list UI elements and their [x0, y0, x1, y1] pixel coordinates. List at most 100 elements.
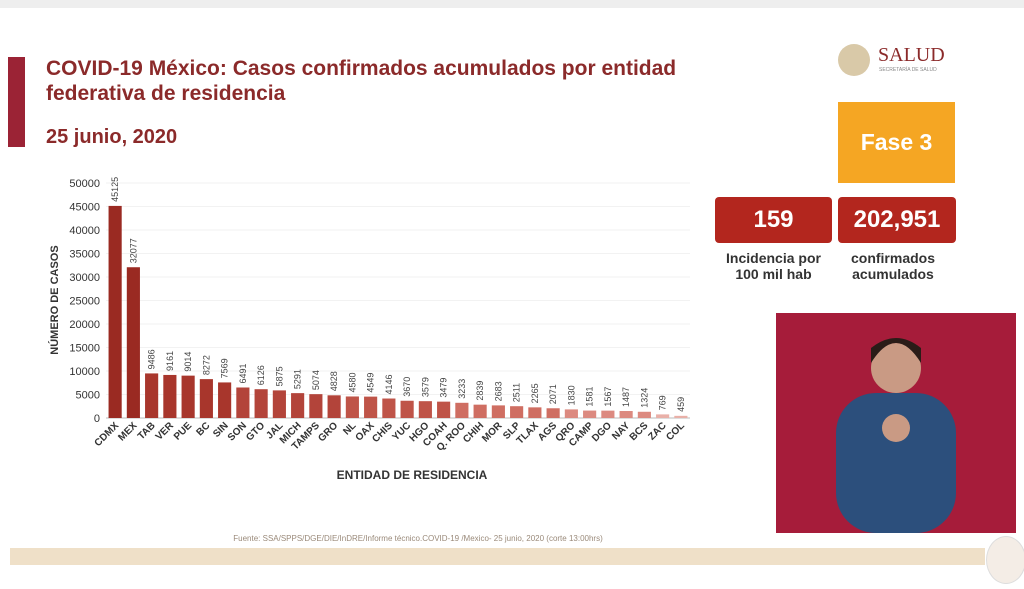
bar: [126, 267, 140, 418]
bar: [491, 405, 505, 418]
bar: [656, 414, 670, 418]
bar: [163, 374, 177, 418]
bar: [218, 382, 232, 418]
bar: [254, 389, 268, 418]
value-label: 3670: [402, 377, 412, 397]
logo-text: SALUD: [878, 44, 945, 66]
value-label: 4580: [347, 372, 357, 392]
y-tick-label: 15000: [69, 343, 100, 355]
value-label: 4146: [384, 374, 394, 394]
value-label: 6126: [256, 365, 266, 385]
bar: [236, 387, 250, 418]
value-label: 6491: [238, 363, 248, 383]
x-tick-label: DGO: [590, 420, 614, 444]
value-label: 4828: [329, 371, 339, 391]
x-tick-label: CHIH: [461, 420, 486, 445]
value-label: 5074: [311, 370, 321, 390]
bar: [272, 390, 286, 418]
bar: [418, 401, 432, 418]
incidence-caption: Incidencia por 100 mil hab: [726, 250, 821, 282]
value-label: 2071: [548, 384, 558, 404]
bar: [473, 404, 487, 418]
value-label: 5875: [274, 366, 284, 386]
y-tick-label: 40000: [69, 225, 100, 237]
bar: [528, 407, 542, 418]
bar: [601, 410, 615, 418]
y-axis-label: NÚMERO DE CASOS: [48, 245, 61, 354]
y-tick-label: 5000: [76, 390, 100, 402]
x-tick-label: GTO: [244, 420, 267, 443]
bar: [564, 409, 578, 418]
bar: [199, 379, 213, 418]
value-label: 1487: [621, 387, 631, 407]
value-label: 1830: [566, 385, 576, 405]
bar: [546, 408, 560, 418]
total-caption: confirmados acumulados: [850, 250, 935, 282]
value-label: 9014: [183, 352, 193, 372]
top-bar: [0, 0, 1024, 8]
x-tick-label: MOR: [480, 420, 505, 445]
bar: [510, 406, 524, 418]
value-label: 5291: [293, 369, 303, 389]
bar: [583, 410, 597, 418]
bar: [309, 394, 323, 418]
value-label: 3479: [439, 378, 449, 398]
total-box: 202,951: [838, 197, 956, 243]
y-tick-label: 35000: [69, 249, 100, 261]
bar: [181, 375, 195, 418]
accent-bar: [8, 57, 25, 147]
value-label: 2511: [512, 383, 522, 402]
source: Fuente: SSA/SPPS/DGE/DIE/InDRE/Informe t…: [233, 534, 603, 543]
x-axis-label: ENTIDAD DE RESIDENCIA: [337, 468, 488, 482]
y-tick-label: 25000: [69, 296, 100, 308]
incidence-box: 159: [715, 197, 832, 243]
x-tick-label: SON: [226, 420, 249, 443]
value-label: 2683: [493, 381, 503, 401]
value-label: 1581: [585, 387, 595, 407]
bar: [345, 396, 359, 418]
x-tick-label: ZAC: [646, 420, 668, 442]
value-label: 1567: [603, 387, 613, 407]
x-tick-label: PUE: [172, 420, 195, 443]
y-tick-label: 45000: [69, 202, 100, 214]
y-tick-label: 30000: [69, 272, 100, 284]
subtitle: 25 junio, 2020: [46, 126, 178, 148]
value-label: 1324: [639, 388, 649, 408]
hair: [871, 338, 921, 363]
value-label: 9161: [165, 351, 175, 371]
value-label: 2839: [475, 381, 485, 401]
value-label: 32077: [128, 238, 138, 263]
logo-seal: [838, 44, 870, 76]
hands: [882, 414, 910, 442]
bar: [674, 415, 688, 418]
y-tick-label: 10000: [69, 366, 100, 378]
bar: [619, 411, 633, 418]
corner-logo: [986, 536, 1024, 584]
head: [871, 343, 921, 393]
value-label: 8272: [201, 355, 211, 375]
x-tick-label: BC: [194, 420, 212, 438]
interpreter: [836, 338, 956, 533]
title: COVID-19 México: Casos confirmados acumu…: [46, 57, 677, 105]
bar: [455, 402, 469, 418]
bar: [364, 396, 378, 418]
value-label: 2265: [530, 383, 540, 403]
value-label: 7569: [220, 358, 230, 378]
bar: [327, 395, 341, 418]
x-tick-label: NAY: [610, 420, 632, 442]
x-tick-label: COL: [664, 420, 687, 443]
value-label: 4549: [366, 373, 376, 393]
x-tick-label: GRO: [316, 420, 340, 444]
value-label: 769: [658, 395, 668, 410]
x-tick-label: VER: [154, 420, 177, 443]
bar: [382, 398, 396, 418]
video-inset: [776, 313, 1016, 533]
value-label: 45125: [110, 177, 120, 202]
bar: [291, 393, 305, 418]
bar: [108, 205, 122, 418]
x-tick-label: TAB: [136, 420, 158, 442]
value-label: 3579: [420, 377, 430, 397]
bar: [637, 411, 651, 418]
